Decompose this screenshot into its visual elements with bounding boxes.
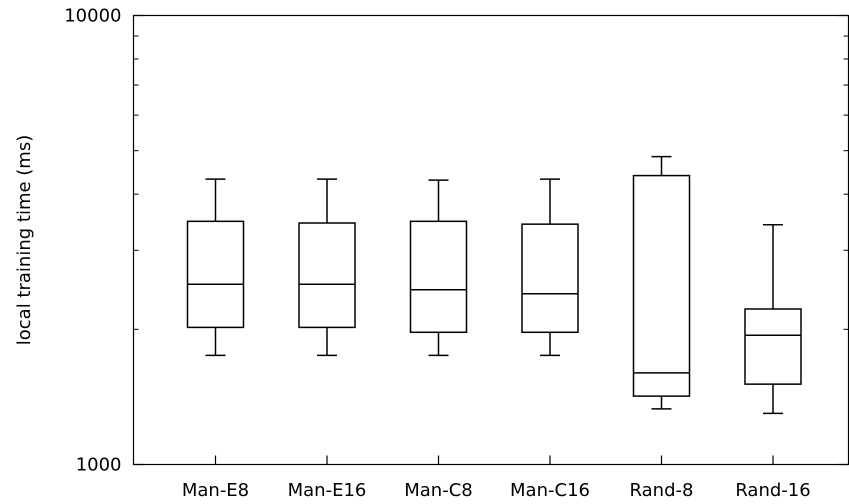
iqr-box — [409, 220, 468, 334]
x-axis-ticks: Man-E8 Man-E16 Man-C8 Man-C16 Rand-8 Rand-16 — [182, 455, 811, 501]
box-man-c8 — [409, 179, 468, 357]
y-axis-title: local training time (ms) — [14, 135, 35, 345]
iqr-box — [744, 308, 802, 385]
box-rand-16 — [744, 223, 802, 415]
x-tick-label: Man-C8 — [404, 480, 472, 501]
x-tick-label: Man-E16 — [288, 480, 367, 501]
boxes-layer — [186, 155, 802, 415]
box-man-e8 — [186, 178, 245, 357]
x-tick-label: Man-C16 — [510, 480, 590, 501]
y-tick-label: 1000 — [76, 455, 122, 476]
x-tick-label: Rand-8 — [630, 480, 694, 501]
y-tick-label: 10000 — [64, 6, 121, 27]
box-man-c16 — [521, 178, 579, 357]
x-tick-label: Man-E8 — [182, 480, 249, 501]
iqr-box — [298, 222, 356, 329]
iqr-box — [186, 220, 245, 329]
box-man-e16 — [298, 178, 356, 357]
x-tick-label: Rand-16 — [735, 480, 810, 501]
box-rand-8 — [632, 155, 691, 410]
iqr-box — [632, 174, 691, 397]
iqr-box — [521, 223, 579, 334]
y-axis-ticks: 1000 10000 — [64, 6, 849, 476]
